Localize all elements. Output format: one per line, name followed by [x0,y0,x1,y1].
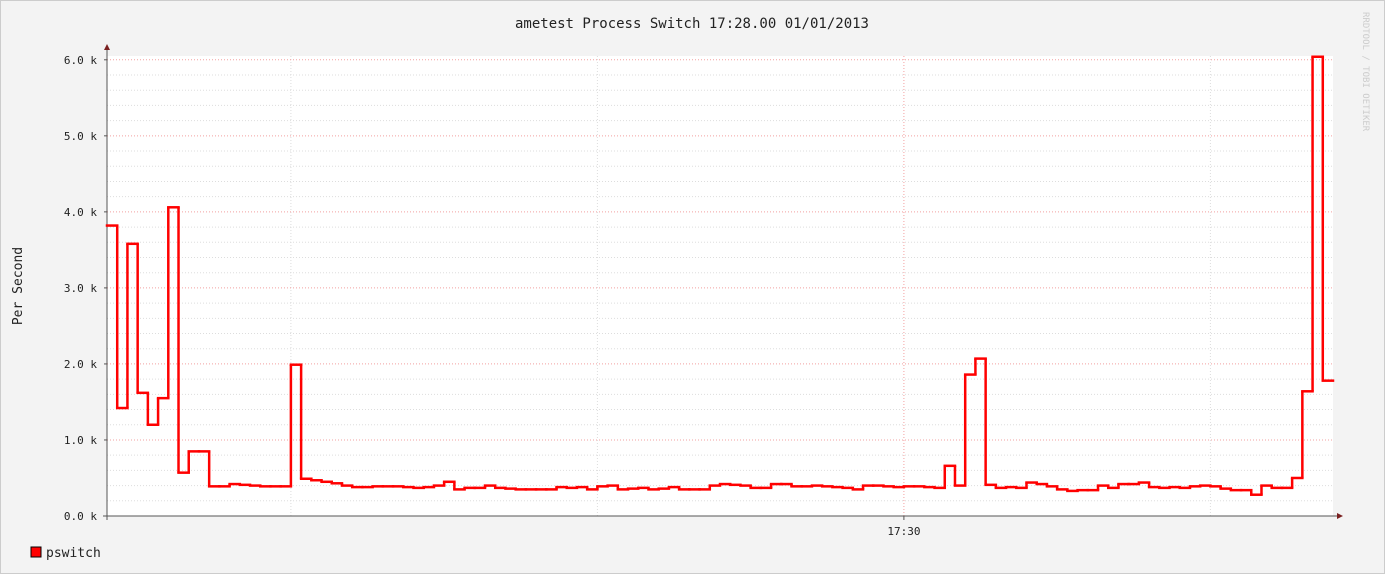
y-tick-label: 5.0 k [64,130,97,143]
x-axis-arrow [1337,513,1343,519]
y-tick-label: 2.0 k [64,358,97,371]
y-tick-label: 4.0 k [64,206,97,219]
legend-swatch [30,546,42,558]
y-axis-label: Per Second [11,247,26,325]
legend-label: pswitch [46,546,101,561]
chart-title: ametest Process Switch 17:28.00 01/01/20… [515,16,869,32]
watermark: RRDTOOL / TOBI OETIKER [1360,12,1370,132]
x-tick-label: 17:30 [887,525,920,538]
y-tick-label: 3.0 k [64,282,97,295]
plot-area [107,56,1333,516]
y-tick-label: 6.0 k [64,54,97,67]
y-tick-label: 1.0 k [64,434,97,447]
y-tick-label: 0.0 k [64,510,97,523]
y-axis-arrow [104,44,110,50]
